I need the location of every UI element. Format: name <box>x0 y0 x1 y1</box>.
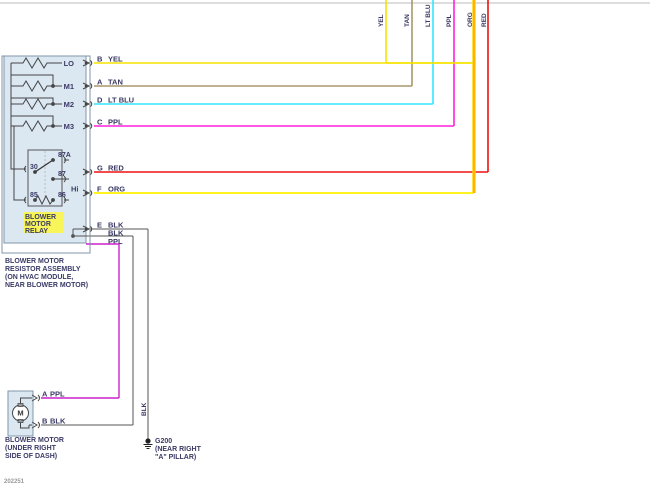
svg-text:B: B <box>97 55 103 64</box>
svg-text:D: D <box>97 96 103 105</box>
svg-text:BLK: BLK <box>141 402 148 416</box>
svg-text:202251: 202251 <box>4 479 25 485</box>
svg-text:MOTOR: MOTOR <box>25 221 51 228</box>
svg-text:PPL: PPL <box>50 390 65 399</box>
svg-text:M2: M2 <box>64 100 74 109</box>
svg-text:BLK: BLK <box>50 417 66 426</box>
svg-text:TAN: TAN <box>404 14 411 27</box>
svg-text:A: A <box>42 390 48 399</box>
svg-text:RESISTOR ASSEMBLY: RESISTOR ASSEMBLY <box>5 266 81 273</box>
svg-text:30: 30 <box>30 164 38 171</box>
svg-text:(NEAR RIGHT: (NEAR RIGHT <box>155 446 202 453</box>
svg-text:RED: RED <box>108 164 124 173</box>
svg-text:BLOWER MOTOR: BLOWER MOTOR <box>5 437 64 444</box>
svg-text:A: A <box>97 78 103 87</box>
svg-text:LO: LO <box>64 59 75 68</box>
svg-text:Hi: Hi <box>71 185 79 194</box>
svg-text:RED: RED <box>481 13 488 27</box>
svg-text:YEL: YEL <box>378 14 385 27</box>
svg-text:G: G <box>97 164 103 173</box>
svg-text:M1: M1 <box>64 82 74 91</box>
svg-text:BLOWER MOTOR: BLOWER MOTOR <box>5 258 64 265</box>
svg-text:E: E <box>97 221 102 230</box>
svg-text:RELAY: RELAY <box>25 228 48 235</box>
svg-text:BLOWER: BLOWER <box>25 214 56 221</box>
svg-text:TAN: TAN <box>108 78 123 87</box>
svg-text:87: 87 <box>58 171 66 178</box>
svg-text:(UNDER RIGHT: (UNDER RIGHT <box>5 445 57 452</box>
svg-text:LT BLU: LT BLU <box>108 96 134 105</box>
svg-text:M3: M3 <box>64 122 74 131</box>
svg-text:87A: 87A <box>58 152 71 159</box>
svg-text:NEAR BLOWER MOTOR): NEAR BLOWER MOTOR) <box>5 282 88 289</box>
svg-text:YEL: YEL <box>108 55 123 64</box>
svg-text:SIDE OF DASH): SIDE OF DASH) <box>5 453 57 460</box>
svg-text:PPL: PPL <box>446 14 453 27</box>
svg-text:86: 86 <box>58 192 66 199</box>
svg-text:85: 85 <box>30 192 38 199</box>
svg-text:M: M <box>17 409 23 418</box>
svg-text:"A" PILLAR): "A" PILLAR) <box>155 454 196 461</box>
svg-text:G200: G200 <box>155 438 172 445</box>
svg-text:PPL: PPL <box>108 118 123 127</box>
svg-text:(ON HVAC MODULE,: (ON HVAC MODULE, <box>5 274 73 281</box>
svg-text:B: B <box>42 417 48 426</box>
svg-text:C: C <box>97 118 103 127</box>
svg-text:LT BLU: LT BLU <box>425 4 432 27</box>
